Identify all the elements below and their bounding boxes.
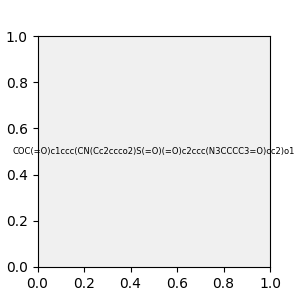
Text: COC(=O)c1ccc(CN(Cc2ccco2)S(=O)(=O)c2ccc(N3CCCC3=O)cc2)o1: COC(=O)c1ccc(CN(Cc2ccco2)S(=O)(=O)c2ccc(… bbox=[13, 147, 295, 156]
